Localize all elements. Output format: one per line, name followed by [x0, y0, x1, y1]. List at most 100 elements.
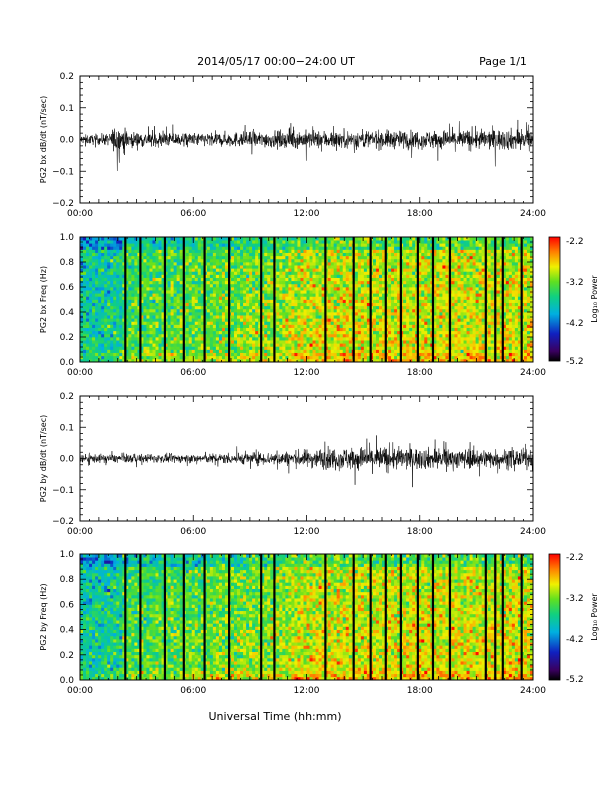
panel2-cell — [137, 271, 141, 275]
panel2-cell — [212, 287, 217, 291]
panel2-cell — [107, 258, 111, 263]
panel2-cell — [382, 324, 386, 328]
panel2-cell — [421, 302, 425, 307]
panel2-cell — [215, 318, 220, 322]
panel2-cell — [185, 305, 190, 310]
panel2-cell — [378, 327, 383, 332]
panel2-cell — [176, 330, 181, 335]
panel2-cell — [110, 327, 114, 332]
panel2-cell — [288, 258, 292, 263]
panel2-cell — [291, 318, 295, 322]
panel2-cell — [152, 343, 156, 347]
panel2-cell — [86, 305, 90, 310]
panel2-cell — [291, 255, 295, 260]
panel2-cell — [86, 340, 90, 344]
panel2-cell — [397, 340, 401, 344]
panel2-cell — [333, 355, 338, 360]
panel2-cell — [101, 249, 105, 253]
panel2-cell — [261, 302, 265, 307]
panel2-cell — [382, 293, 386, 297]
panel2-cell — [234, 352, 238, 357]
panel2-cell — [170, 283, 174, 288]
panel2-cell — [442, 299, 446, 303]
panel2-cell — [218, 308, 223, 313]
panel2-cell — [312, 277, 316, 282]
panel2-cell — [176, 337, 181, 341]
panel2-cell — [433, 318, 437, 322]
panel2-cell — [86, 265, 90, 269]
panel2-cell — [185, 296, 190, 300]
panel2-cell — [342, 280, 347, 285]
panel2-cell — [391, 343, 395, 347]
panel2-cell — [403, 308, 407, 313]
panel2-cell — [436, 277, 440, 282]
panel2-cell — [375, 283, 380, 288]
panel2-cell — [119, 249, 123, 253]
panel2-cell — [191, 308, 196, 313]
panel2-cell — [354, 268, 359, 272]
panel2-cell — [318, 299, 322, 303]
panel2-cell — [152, 321, 156, 325]
panel2-cell — [101, 290, 105, 294]
panel2-cell — [421, 299, 425, 303]
panel2-cell — [86, 315, 90, 319]
panel2-cell — [221, 312, 226, 316]
panel2-cell — [357, 358, 362, 363]
panel2-cell — [330, 255, 335, 260]
panel1-ytick-label: 0.0 — [60, 136, 75, 146]
panel2-cell — [224, 265, 229, 269]
panel2-cell — [306, 315, 310, 319]
panel2-cell — [122, 243, 126, 247]
panel2-cell — [406, 324, 410, 328]
panel2-cell — [382, 343, 386, 347]
panel2-cell — [333, 324, 338, 328]
panel2-cell — [122, 262, 126, 266]
panel2-cell — [194, 249, 199, 253]
panel2-cell — [125, 340, 129, 344]
panel2-cell — [276, 262, 280, 266]
panel2-cell — [243, 246, 247, 250]
panel2-cell — [258, 355, 262, 360]
panel2-cell — [231, 302, 235, 307]
panel2-cell — [240, 249, 244, 253]
panel2-cell — [224, 327, 229, 332]
panel2-cell — [439, 237, 443, 241]
panel2-cell — [146, 318, 150, 322]
panel2-cell — [92, 302, 96, 307]
panel2-cell — [185, 343, 190, 347]
panel2-cell — [176, 324, 181, 328]
panel2-cell — [366, 252, 371, 257]
panel2-cell — [246, 299, 250, 303]
panel2-cell — [363, 343, 368, 347]
panel2-cell — [170, 337, 174, 341]
panel2-cell — [249, 308, 253, 313]
panel2-cell — [164, 355, 168, 360]
panel2-cell — [427, 349, 431, 353]
panel2-cell — [155, 346, 159, 350]
panel2-cell — [83, 277, 87, 282]
panel2-cell — [185, 290, 190, 294]
panel2-cell — [98, 312, 102, 316]
panel2-cell — [297, 299, 301, 303]
panel2-cell — [264, 237, 268, 241]
panel2-cell — [95, 246, 99, 250]
panel2-cell — [327, 333, 332, 338]
panel2-cell — [348, 337, 353, 341]
panel2-cell — [110, 255, 114, 260]
panel2-cell — [342, 299, 347, 303]
panel2-cell — [418, 271, 422, 275]
panel2-cell — [80, 262, 84, 266]
panel2-cell — [267, 246, 271, 250]
panel2-cell — [89, 237, 93, 241]
panel2-cell — [409, 343, 413, 347]
panel2-cell — [137, 243, 141, 247]
panel2-cell — [170, 343, 174, 347]
panel2-cell — [125, 246, 129, 250]
panel2-cell — [436, 333, 440, 338]
panel2-cell — [194, 318, 199, 322]
panel2-cell — [131, 346, 135, 350]
panel2-cell — [131, 349, 135, 353]
panel2-cell — [327, 337, 332, 341]
panel2-cell — [403, 355, 407, 360]
panel2-cell — [294, 277, 298, 282]
